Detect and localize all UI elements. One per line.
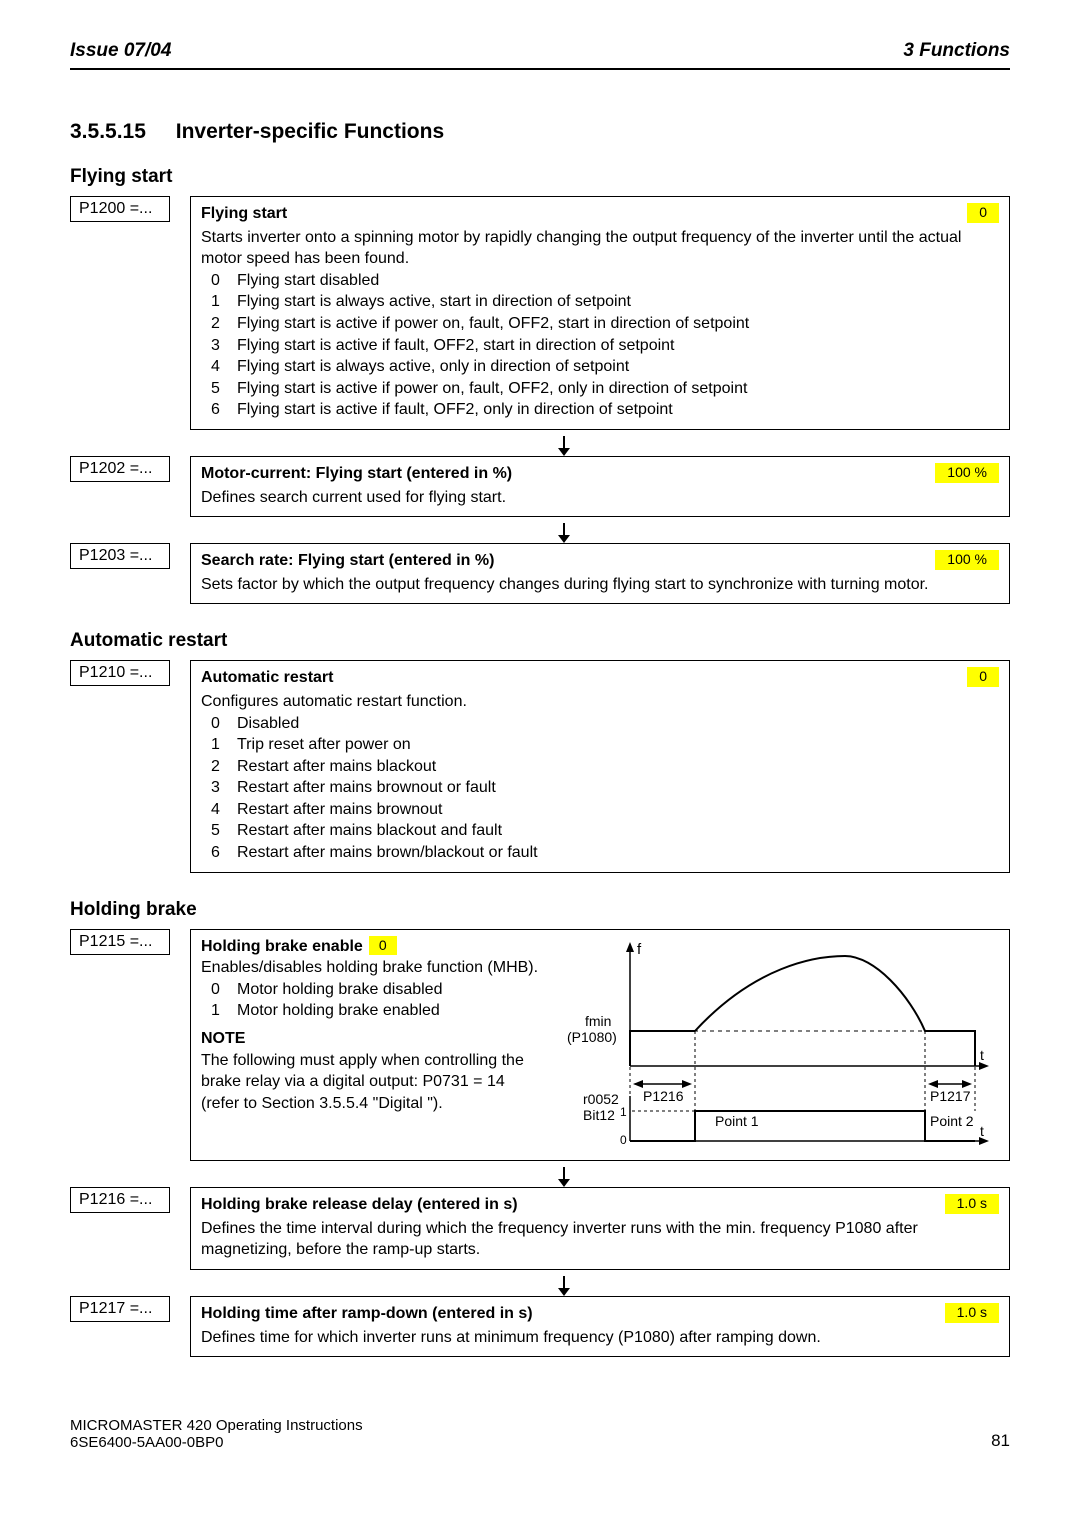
- p1200-desc: Starts inverter onto a spinning motor by…: [201, 227, 999, 270]
- list-item: Flying start is active if fault, OFF2, o…: [237, 399, 673, 421]
- p1217-content: Holding time after ramp-down (entered in…: [190, 1296, 1010, 1357]
- list-item: Restart after mains blackout and fault: [237, 820, 502, 842]
- p1210-param: P1210 =...: [70, 660, 170, 686]
- list-item: Motor holding brake enabled: [237, 1000, 440, 1022]
- arrow-down-icon: [118, 523, 1010, 543]
- p1216-title: Holding brake release delay (entered in …: [201, 1194, 518, 1216]
- page-footer: MICROMASTER 420 Operating Instructions 6…: [70, 1417, 1010, 1451]
- header-left: Issue 07/04: [70, 40, 171, 62]
- p1203-content: Search rate: Flying start (entered in %)…: [190, 543, 1010, 604]
- list-item: Restart after mains blackout: [237, 756, 436, 778]
- p1203-desc: Sets factor by which the output frequenc…: [201, 574, 999, 596]
- section-title: 3.5.5.15 Inverter-specific Functions: [70, 120, 1010, 144]
- p1210-title: Automatic restart: [201, 667, 333, 689]
- note-text: The following must apply when controllin…: [201, 1050, 541, 1115]
- p1200-block: P1200 =... Flying start 0 Starts inverte…: [70, 196, 1010, 430]
- diagram-fmin: fmin: [585, 1013, 611, 1029]
- footer-line2: 6SE6400-5AA00-0BP0: [70, 1434, 363, 1451]
- diagram-p1080: (P1080): [567, 1029, 617, 1045]
- p1215-desc: Enables/disables holding brake function …: [201, 957, 541, 979]
- p1217-block: P1217 =... Holding time after ramp-down …: [70, 1296, 1010, 1357]
- p1215-param: P1215 =...: [70, 929, 170, 955]
- p1203-block: P1203 =... Search rate: Flying start (en…: [70, 543, 1010, 604]
- arrow-down-icon: [118, 1167, 1010, 1187]
- p1215-left: Holding brake enable 0 Enables/disables …: [201, 936, 541, 1153]
- diagram-bit12: Bit12: [583, 1107, 615, 1123]
- arrow-down-icon: [118, 1276, 1010, 1296]
- p1215-content: Holding brake enable 0 Enables/disables …: [190, 929, 1010, 1162]
- section-name: Inverter-specific Functions: [176, 120, 444, 143]
- p1215-block: P1215 =... Holding brake enable 0 Enable…: [70, 929, 1010, 1162]
- list-item: Flying start is always active, only in d…: [237, 356, 629, 378]
- header-right: 3 Functions: [903, 40, 1010, 62]
- p1202-desc: Defines search current used for flying s…: [201, 487, 999, 509]
- p1216-param: P1216 =...: [70, 1187, 170, 1213]
- p1216-badge: 1.0 s: [945, 1194, 999, 1214]
- p1217-title: Holding time after ramp-down (entered in…: [201, 1303, 533, 1325]
- diagram-zero: 0: [620, 1133, 627, 1146]
- diagram-p1216: P1216: [643, 1088, 684, 1104]
- p1216-desc: Defines the time interval during which t…: [201, 1218, 999, 1261]
- footer-line1: MICROMASTER 420 Operating Instructions: [70, 1417, 363, 1434]
- section-number: 3.5.5.15: [70, 120, 146, 143]
- p1202-param: P1202 =...: [70, 456, 170, 482]
- list-item: Flying start is always active, start in …: [237, 291, 631, 313]
- p1203-badge: 100 %: [935, 550, 999, 570]
- p1200-param: P1200 =...: [70, 196, 170, 222]
- list-item: Motor holding brake disabled: [237, 979, 442, 1001]
- p1202-content: Motor-current: Flying start (entered in …: [190, 456, 1010, 517]
- list-item: Trip reset after power on: [237, 734, 411, 756]
- diagram-p1217: P1217: [930, 1088, 971, 1104]
- p1216-block: P1216 =... Holding brake release delay (…: [70, 1187, 1010, 1270]
- holding-brake-heading: Holding brake: [70, 899, 1010, 921]
- p1210-badge: 0: [967, 667, 999, 687]
- auto-restart-heading: Automatic restart: [70, 630, 1010, 652]
- p1202-badge: 100 %: [935, 463, 999, 483]
- list-item: Flying start disabled: [237, 270, 379, 292]
- p1203-title: Search rate: Flying start (entered in %): [201, 550, 494, 572]
- p1215-badge: 0: [369, 936, 397, 955]
- note-label: NOTE: [201, 1028, 541, 1050]
- p1210-desc: Configures automatic restart function.: [201, 691, 999, 713]
- p1203-param: P1203 =...: [70, 543, 170, 569]
- p1200-content: Flying start 0 Starts inverter onto a sp…: [190, 196, 1010, 430]
- footer-page: 81: [991, 1431, 1010, 1451]
- diagram-f-label: f: [637, 941, 642, 958]
- p1216-content: Holding brake release delay (entered in …: [190, 1187, 1010, 1270]
- list-item: Flying start is active if fault, OFF2, s…: [237, 335, 675, 357]
- p1202-title: Motor-current: Flying start (entered in …: [201, 463, 512, 485]
- p1210-content: Automatic restart 0 Configures automatic…: [190, 660, 1010, 872]
- p1215-title: Holding brake enable: [201, 936, 363, 958]
- list-item: Disabled: [237, 713, 299, 735]
- p1210-block: P1210 =... Automatic restart 0 Configure…: [70, 660, 1010, 872]
- flying-start-group: Flying start P1200 =... Flying start 0 S…: [70, 166, 1010, 604]
- list-item: Restart after mains brown/blackout or fa…: [237, 842, 538, 864]
- p1217-badge: 1.0 s: [945, 1303, 999, 1323]
- list-item: Flying start is active if power on, faul…: [237, 313, 749, 335]
- diagram-r0052: r0052: [583, 1091, 619, 1107]
- p1217-desc: Defines time for which inverter runs at …: [201, 1327, 999, 1349]
- arrow-down-icon: [118, 436, 1010, 456]
- p1200-badge: 0: [967, 203, 999, 223]
- p1217-param: P1217 =...: [70, 1296, 170, 1322]
- page-header: Issue 07/04 3 Functions: [70, 40, 1010, 70]
- holding-brake-group: Holding brake P1215 =... Holding brake e…: [70, 899, 1010, 1358]
- diagram-point2: Point 2: [930, 1113, 974, 1129]
- p1202-block: P1202 =... Motor-current: Flying start (…: [70, 456, 1010, 517]
- list-item: Restart after mains brownout or fault: [237, 777, 496, 799]
- list-item: Restart after mains brownout: [237, 799, 442, 821]
- diagram-t2: t: [980, 1123, 984, 1139]
- diagram-t1: t: [980, 1047, 984, 1063]
- holding-brake-diagram: f t fmin (P1080): [551, 936, 999, 1153]
- diagram-point1: Point 1: [715, 1113, 759, 1129]
- auto-restart-group: Automatic restart P1210 =... Automatic r…: [70, 630, 1010, 872]
- flying-start-heading: Flying start: [70, 166, 1010, 188]
- diagram-one: 1: [620, 1105, 627, 1119]
- p1200-title: Flying start: [201, 203, 287, 225]
- list-item: Flying start is active if power on, faul…: [237, 378, 747, 400]
